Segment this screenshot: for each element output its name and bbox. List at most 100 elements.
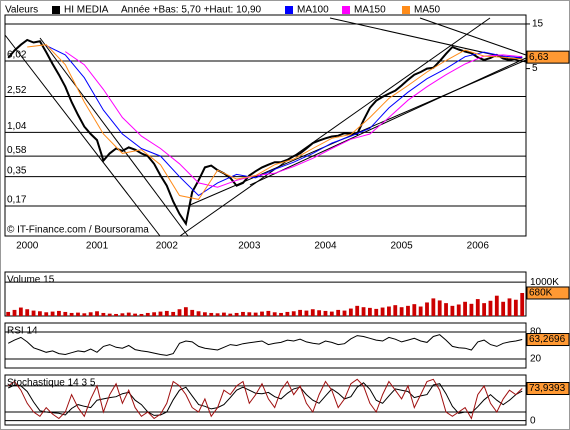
- volume-bar: [399, 307, 404, 316]
- volume-bar: [450, 305, 455, 316]
- volume-bar: [25, 309, 30, 316]
- panel-title: Volume 15: [7, 275, 55, 286]
- volume-bar: [406, 305, 410, 316]
- last-value-box: [526, 50, 570, 64]
- volume-bar: [209, 312, 214, 316]
- y-tick-label: 20: [530, 354, 542, 365]
- y-tick-label: 80: [530, 327, 542, 338]
- volume-bar: [329, 311, 334, 316]
- y2-tick-label: 15: [532, 19, 544, 30]
- volume-bar: [69, 312, 74, 316]
- volume-bar: [374, 308, 379, 316]
- plot-frame: [4, 271, 527, 317]
- volume-bar: [95, 311, 99, 316]
- volume-bar: [412, 304, 417, 316]
- last-value-label: 63,2696: [529, 334, 566, 345]
- volume-bar: [380, 307, 385, 316]
- y-tick-label: 0,58: [7, 145, 27, 156]
- volume-bar: [139, 313, 144, 316]
- volume-bar: [266, 310, 271, 316]
- x-tick-label: 2000: [16, 241, 39, 252]
- panel-title: RSI 14: [7, 326, 38, 337]
- volume-bar: [228, 313, 233, 316]
- volume-bar: [202, 312, 207, 316]
- volume-bar: [488, 300, 493, 316]
- legend-label: MA50: [414, 5, 441, 16]
- y2-tick-label: 5: [532, 63, 538, 74]
- volume-bar: [241, 311, 245, 316]
- legend-label: MA150: [354, 5, 386, 16]
- indicator-line: [7, 378, 523, 420]
- volume-bar: [44, 312, 49, 316]
- volume-bar: [63, 311, 68, 316]
- x-tick-label: 2004: [314, 241, 337, 252]
- volume-bar: [323, 310, 328, 316]
- volume-bar: [107, 313, 112, 316]
- volume-bar: [190, 309, 195, 316]
- credit: © IT-Finance.com / Boursorama: [7, 225, 149, 236]
- volume-bar: [431, 298, 436, 316]
- volume-bar: [101, 312, 106, 316]
- legend-swatch: [342, 6, 350, 14]
- volume-bar: [88, 312, 93, 316]
- legend-swatch: [285, 6, 293, 14]
- plot-frame: [4, 14, 527, 237]
- volume-bar: [12, 309, 17, 316]
- volume-bar: [57, 310, 61, 316]
- volume-bar: [234, 312, 239, 316]
- volume-bar: [367, 307, 372, 316]
- volume-bar: [304, 310, 309, 316]
- last-value-box: [526, 333, 570, 347]
- plot-frame: [4, 322, 527, 369]
- volume-bar: [82, 313, 87, 316]
- volume-bar: [317, 310, 322, 316]
- volume-bar: [513, 299, 518, 316]
- volume-bar: [298, 309, 302, 316]
- volume-bar: [507, 298, 512, 316]
- last-value-box: [526, 286, 570, 300]
- volume-bar: [285, 311, 290, 316]
- y-tick-label: 6,02: [7, 50, 27, 61]
- y-tick-label: 1000K: [530, 277, 559, 288]
- x-tick-label: 2002: [156, 241, 179, 252]
- legend-label: MA100: [297, 5, 329, 16]
- volume-bar: [126, 312, 131, 316]
- y-tick-label: 0: [530, 415, 536, 426]
- volume-bar: [18, 307, 23, 316]
- x-tick-label: 2003: [238, 241, 261, 252]
- trend-line: [4, 34, 161, 237]
- last-value-label: 73,9393: [529, 383, 566, 394]
- volume-bar: [336, 309, 341, 316]
- volume-bar: [50, 311, 55, 316]
- last-value-box: [526, 382, 570, 396]
- y-tick-label: 1,04: [7, 121, 27, 132]
- legend-swatch: [402, 6, 410, 14]
- volume-bar: [418, 306, 423, 316]
- plot-frame: [4, 374, 527, 426]
- volume-bar: [279, 312, 283, 316]
- volume-bar: [183, 307, 188, 316]
- price-line: [7, 38, 523, 227]
- volume-bar: [145, 312, 150, 316]
- trend-line: [179, 17, 491, 237]
- header-label: Valeurs: [5, 5, 38, 16]
- volume-bar: [437, 300, 442, 316]
- volume-bar: [463, 301, 467, 316]
- volume-bar: [361, 307, 366, 316]
- volume-bar: [222, 312, 226, 316]
- x-tick-label: 2006: [467, 241, 490, 252]
- volume-bar: [393, 305, 398, 316]
- volume-bar: [348, 308, 353, 316]
- x-tick-label: 2005: [390, 241, 413, 252]
- volume-bar: [133, 313, 137, 316]
- volume-bar: [152, 312, 157, 316]
- volume-bar: [425, 302, 429, 316]
- volume-bar: [31, 310, 36, 316]
- volume-bar: [469, 303, 474, 316]
- volume-bar: [260, 311, 264, 316]
- volume-bar: [177, 309, 182, 316]
- volume-bar: [164, 310, 169, 316]
- volume-bar: [120, 313, 125, 316]
- y-tick-label: 2,52: [7, 85, 27, 96]
